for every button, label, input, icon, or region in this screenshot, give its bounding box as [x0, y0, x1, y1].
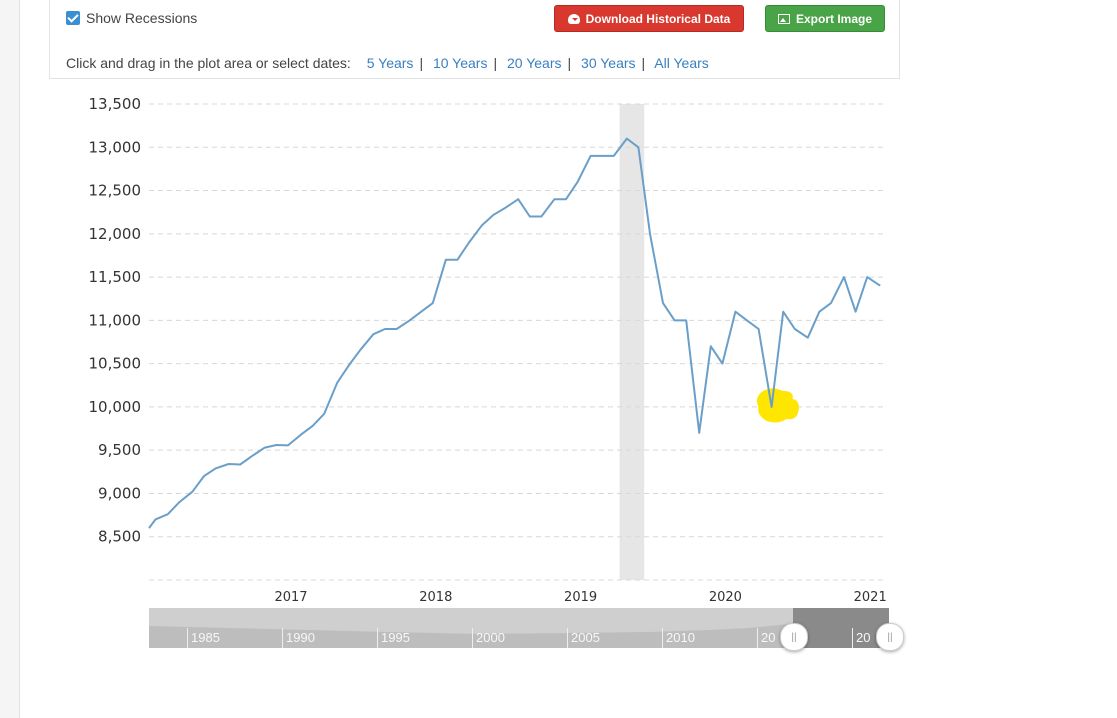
- range-link-5-years[interactable]: 5 Years: [366, 55, 414, 71]
- y-tick-label: 11,000: [89, 311, 142, 329]
- navigator-left-handle[interactable]: ||: [780, 623, 808, 651]
- download-label: Download Historical Data: [585, 11, 731, 26]
- left-gutter: [0, 0, 20, 718]
- y-tick-label: 12,500: [89, 182, 142, 200]
- download-historical-data-button[interactable]: Download Historical Data: [554, 5, 744, 32]
- navigator-label-1985: 1985: [191, 630, 220, 645]
- y-tick-label: 9,000: [98, 484, 141, 502]
- export-image-button[interactable]: Export Image: [765, 5, 885, 32]
- navigator-label-2020: 20: [856, 630, 871, 645]
- chart-toolbar: Show Recessions Download Historical Data…: [49, 0, 900, 79]
- x-tick-label: 2019: [564, 590, 597, 605]
- y-tick-label: 11,500: [89, 268, 142, 286]
- grip-icon: ||: [791, 631, 797, 643]
- x-tick-label: 2018: [419, 590, 452, 605]
- export-label: Export Image: [795, 11, 873, 26]
- x-tick-label: 2017: [274, 590, 307, 605]
- x-tick-label: 2020: [709, 590, 742, 605]
- recession-band: [619, 104, 645, 580]
- x-tick-label: 2021: [854, 590, 887, 605]
- y-tick-label: 13,000: [89, 138, 142, 156]
- image-icon: [777, 13, 790, 24]
- y-tick-label: 13,500: [89, 95, 142, 113]
- navigator-label-2005: 2005: [571, 630, 600, 645]
- checkbox-checked-icon[interactable]: [66, 11, 80, 25]
- navigator-label-1990: 1990: [286, 630, 315, 645]
- navigator-label-2010: 2010: [666, 630, 695, 645]
- navigator-label-2015: 20: [761, 630, 776, 645]
- grip-icon: ||: [887, 631, 893, 643]
- date-range-selector: Click and drag in the plot area or selec…: [66, 55, 709, 71]
- navigator-right-handle[interactable]: ||: [876, 623, 904, 651]
- y-tick-label: 8,500: [98, 528, 141, 546]
- show-recessions-label: Show Recessions: [86, 10, 198, 26]
- navigator-label-2000: 2000: [476, 630, 505, 645]
- y-tick-label: 10,000: [89, 398, 142, 416]
- show-recessions-toggle[interactable]: Show Recessions: [66, 10, 197, 26]
- navigator-label-1995: 1995: [381, 630, 410, 645]
- range-link-all-years[interactable]: All Years: [654, 55, 709, 71]
- highlight-mark: [756, 388, 799, 423]
- y-tick-label: 12,000: [89, 225, 142, 243]
- range-link-10-years[interactable]: 10 Years: [432, 55, 488, 71]
- range-navigator[interactable]: 1985 1990 1995 2000 2005 2010 20 20 || |…: [149, 608, 904, 651]
- navigator-selection[interactable]: [793, 608, 889, 648]
- range-link-20-years[interactable]: 20 Years: [507, 55, 562, 71]
- y-tick-label: 10,500: [89, 355, 142, 373]
- navigator-series: [149, 614, 889, 648]
- date-prompt: Click and drag in the plot area or selec…: [66, 55, 351, 71]
- cloud-download-icon: [567, 13, 580, 24]
- range-link-30-years[interactable]: 30 Years: [581, 55, 636, 71]
- series-line: [148, 137, 881, 529]
- y-tick-label: 9,500: [98, 441, 141, 459]
